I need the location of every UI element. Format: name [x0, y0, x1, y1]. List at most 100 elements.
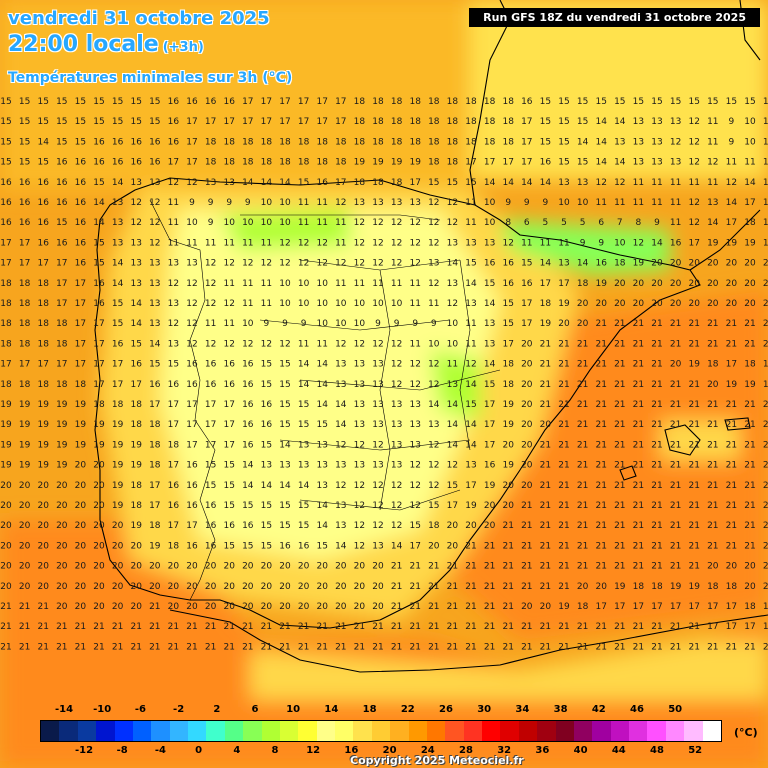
- grid-value: 18: [149, 461, 161, 471]
- grid-value: 13: [484, 319, 495, 329]
- grid-value: 14: [447, 440, 459, 450]
- grid-value: 18: [130, 501, 142, 511]
- grid-value: 20: [521, 400, 533, 410]
- forecast-date: vendredi 31 octobre 2025: [8, 8, 270, 29]
- grid-value: 14: [763, 178, 768, 188]
- grid-value: 13: [298, 461, 309, 471]
- grid-value: 21: [465, 562, 476, 572]
- grid-value: 11: [223, 238, 234, 248]
- north-africa-coast: [250, 640, 768, 700]
- grid-value: 17: [688, 238, 699, 248]
- grid-value: 15: [298, 420, 309, 430]
- grid-value: 14: [112, 279, 124, 289]
- grid-value: 12: [186, 279, 197, 289]
- grid-value: 17: [205, 400, 216, 410]
- grid-value: 12: [130, 218, 141, 228]
- grid-value: 12: [391, 218, 402, 228]
- grid-value: 20: [205, 582, 217, 592]
- grid-value: 15: [540, 117, 551, 127]
- grid-value: 15: [447, 481, 458, 491]
- grid-value: 21: [205, 622, 216, 632]
- grid-value: 21: [428, 562, 439, 572]
- grid-value: 14: [614, 117, 626, 127]
- grid-value: 20: [56, 582, 68, 592]
- grid-value: 21: [670, 642, 681, 652]
- grid-value: 14: [37, 137, 49, 147]
- grid-value: 21: [0, 642, 11, 652]
- grid-value: 21: [614, 440, 625, 450]
- legend-swatch: [206, 721, 225, 741]
- spain-internal-borders: [240, 214, 501, 511]
- grid-value: 21: [391, 622, 402, 632]
- grid-value: 16: [298, 541, 310, 551]
- grid-value: 20: [726, 279, 738, 289]
- grid-value: 14: [744, 178, 756, 188]
- grid-value: 12: [279, 238, 290, 248]
- grid-value: 20: [186, 602, 198, 612]
- grid-value: 17: [186, 117, 197, 127]
- grid-value: 15: [558, 158, 569, 168]
- grid-value: 20: [521, 461, 533, 471]
- legend-swatch: [96, 721, 115, 741]
- grid-value: 18: [223, 137, 235, 147]
- grid-value: 20: [521, 360, 533, 370]
- grid-value: 21: [595, 440, 606, 450]
- legend-label: 6: [251, 704, 259, 715]
- grid-value: 18: [391, 97, 403, 107]
- forecast-time-label: 22:00 locale: [8, 32, 159, 57]
- grid-value: 20: [149, 562, 161, 572]
- grid-value: 20: [651, 279, 663, 289]
- grid-value: 14: [279, 440, 291, 450]
- grid-value: 21: [595, 339, 606, 349]
- grid-value: 20: [558, 319, 570, 329]
- grid-value: 10: [447, 339, 459, 349]
- grid-value: 15: [558, 117, 569, 127]
- grid-value: 20: [130, 602, 142, 612]
- grid-value: 11: [614, 198, 625, 208]
- grid-value: 11: [651, 198, 662, 208]
- grid-value: 18: [37, 299, 49, 309]
- grid-value: 20: [75, 461, 87, 471]
- grid-value: 20: [205, 562, 217, 572]
- grid-value: 5: [561, 218, 567, 228]
- grid-value: 17: [149, 501, 160, 511]
- grid-value: 21: [595, 622, 606, 632]
- grid-value: 18: [409, 97, 421, 107]
- grid-value: 15: [540, 97, 551, 107]
- grid-value: 17: [186, 400, 197, 410]
- grid-value: 21: [409, 602, 420, 612]
- legend-swatch: [224, 721, 244, 741]
- grid-value: 20: [521, 420, 533, 430]
- grid-value: 13: [168, 339, 179, 349]
- grid-value: 16: [93, 299, 105, 309]
- grid-value: 17: [186, 420, 197, 430]
- grid-value: 12: [168, 319, 179, 329]
- grid-value: 12: [279, 339, 290, 349]
- grid-value: 15: [279, 501, 290, 511]
- grid-value: 20: [93, 541, 105, 551]
- grid-value: 12: [633, 238, 644, 248]
- legend-label: -6: [134, 704, 146, 715]
- grid-value: 10: [484, 198, 496, 208]
- grid-value: 21: [149, 602, 160, 612]
- grid-value: 19: [93, 420, 105, 430]
- grid-value: 18: [354, 137, 366, 147]
- grid-value: 21: [744, 339, 755, 349]
- grid-value: 19: [19, 461, 31, 471]
- grid-value: 19: [75, 400, 87, 410]
- grid-value: 11: [242, 279, 253, 289]
- grid-value: 21: [670, 521, 681, 531]
- legend-swatch: [629, 721, 648, 741]
- legend-label: 28: [459, 745, 473, 756]
- grid-value: 17: [168, 521, 179, 531]
- grid-value: 10: [744, 137, 756, 147]
- grid-value: 17: [614, 602, 625, 612]
- grid-value: 18: [577, 279, 589, 289]
- grid-value: 21: [614, 521, 625, 531]
- grid-value: 14: [502, 178, 514, 188]
- grid-value: 15: [149, 360, 160, 370]
- grid-value: 12: [372, 440, 383, 450]
- grid-value: 12: [391, 521, 402, 531]
- grid-value: 16: [186, 501, 198, 511]
